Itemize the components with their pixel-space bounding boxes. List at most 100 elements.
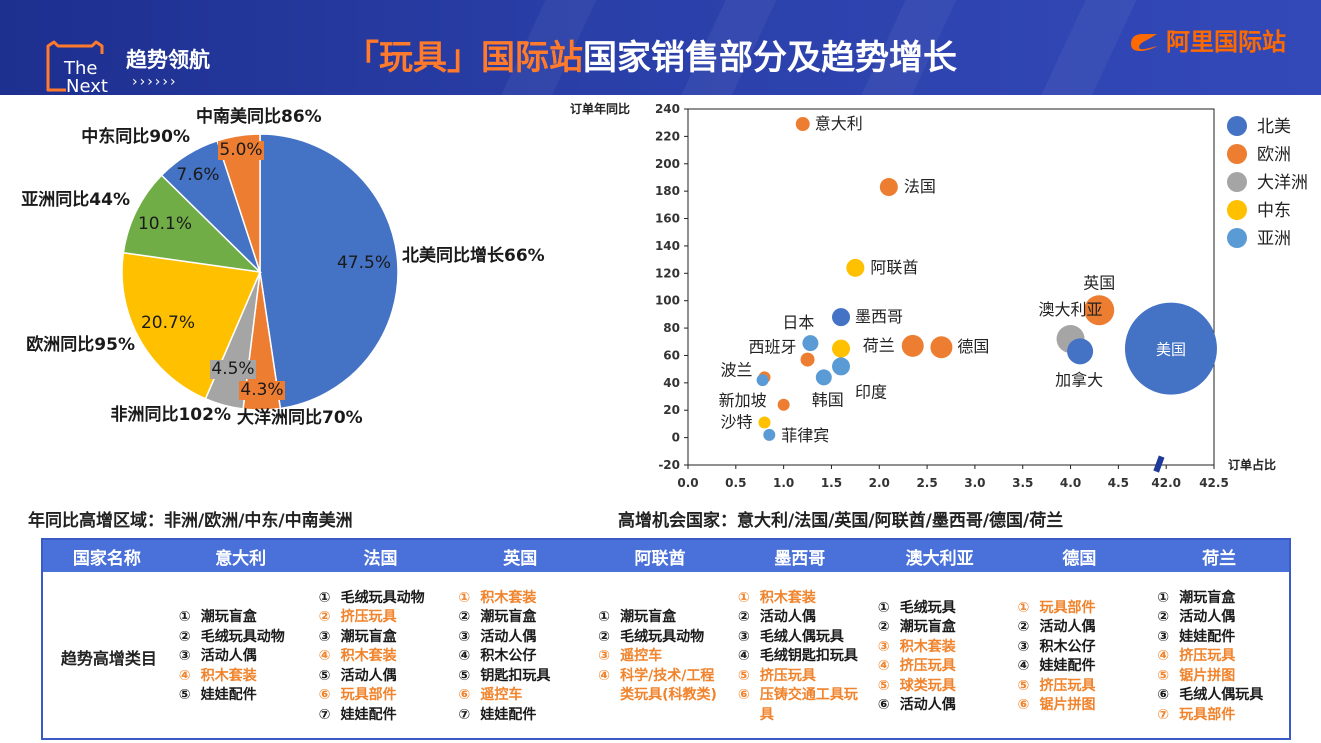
legend-marker	[1227, 172, 1247, 192]
list-item-text: 潮玩盲盒	[899, 619, 956, 635]
scatter-point-label: 英国	[1083, 273, 1115, 292]
list-item: ① 潮玩盲盒	[179, 608, 307, 628]
the-next-logo-icon	[46, 40, 104, 92]
scatter-point	[832, 308, 851, 327]
list-item: ② 毛绒玩具动物	[179, 628, 307, 648]
list-item-number: ①	[178, 609, 191, 626]
y-tick-label: 240	[655, 102, 680, 116]
list-item-text: 活动人偶	[899, 697, 956, 713]
list-item-text: 积木套装	[480, 589, 537, 606]
scatter-point	[832, 357, 851, 376]
list-item-number: ⑦	[458, 706, 471, 723]
pie-data-label: 20.7%	[141, 313, 195, 333]
scatter-point-label: 法国	[904, 177, 936, 196]
scatter-point-label: 墨西哥	[855, 307, 903, 326]
list-item: ⑤ 钥匙扣玩具	[458, 667, 586, 687]
list-item: ⑤ 球类玩具	[878, 677, 1006, 697]
list-item: ④ 挤压玩具	[878, 657, 1006, 677]
list-item-number: ⑦	[318, 706, 331, 723]
pie-category-label: 大洋洲同比70%	[237, 407, 363, 428]
list-item-number: ④	[1017, 658, 1030, 674]
list-item-text: 挤压玩具	[340, 609, 397, 626]
list-item-number: ⑤	[1017, 677, 1030, 694]
list-item-number: ④	[458, 648, 471, 665]
legend-label: 亚洲	[1257, 229, 1291, 249]
list-item-number: ①	[458, 589, 471, 606]
pie-category-label: 非洲同比102%	[110, 404, 231, 425]
list-item-text: 积木公仔	[480, 648, 537, 665]
x-tick-label: 0.5	[725, 476, 746, 490]
table-header-cell: 意大利	[215, 548, 267, 569]
alibaba-mark-icon	[1131, 34, 1158, 51]
pie-category-label: 中南美同比86%	[196, 106, 322, 127]
x-tick-label: 42.5	[1199, 476, 1229, 490]
category-cell: ① 积木套装 ② 活动人偶 ③ 毛绒人偶玩具 ④ 毛绒钥匙扣玩具 ⑤ 挤压玩具 ⑥ 压铸交通工具玩具	[730, 572, 870, 738]
list-item-number: ②	[598, 628, 610, 645]
list-item: ② 毛绒玩具动物	[598, 628, 726, 648]
list-item-number: ②	[737, 609, 750, 626]
y-tick-label: 120	[655, 266, 680, 280]
pie-data-label-bg	[210, 360, 256, 379]
y-tick-label: 40	[663, 376, 680, 390]
list-item: ⑤ 活动人偶	[319, 667, 447, 687]
list-item: ② 潮玩盲盒	[458, 608, 586, 628]
list-item: ⑥ 压铸交通工具玩具	[738, 686, 866, 725]
list-item-number: ⑤	[318, 667, 331, 684]
list-item-text: 娃娃配件	[1039, 658, 1096, 674]
scatter-point	[1067, 338, 1094, 365]
pie-category-label: 亚洲同比44%	[21, 189, 130, 210]
list-item-text: 积木套装	[899, 638, 956, 655]
list-item: ③ 积木套装	[878, 638, 1006, 658]
list-item: ④ 积木套装	[319, 647, 447, 667]
list-item: ④ 科学/技术/工程类玩具(科教类)	[598, 667, 726, 706]
list-item-text: 毛绒玩具动物	[340, 589, 425, 606]
x-tick-label: 42.0	[1151, 476, 1181, 490]
header-banner: The Next 趋势领航 ›››››› 「玩具」国际站国家销售部分及趋势增长 …	[0, 0, 1321, 95]
list-item: ② 挤压玩具	[319, 608, 447, 628]
scatter-point-label: 菲律宾	[781, 426, 829, 445]
category-cell: ① 毛绒玩具动物 ② 挤压玩具 ③ 潮玩盲盒 ④ 积木套装 ⑤ 活动人偶 ⑥ 玩具部件 ⑦ 娃娃配件	[311, 572, 451, 738]
list-item-text: 活动人偶	[759, 609, 816, 626]
list-item-number: ②	[318, 609, 331, 626]
list-item-text: 潮玩盲盒	[340, 628, 397, 645]
list-item: ⑤ 娃娃配件	[179, 686, 307, 706]
y-tick-label: 60	[663, 348, 680, 362]
list-item-text: 压铸交通工具玩具	[759, 687, 858, 723]
list-item: ⑥ 玩具部件	[319, 686, 447, 706]
list-item-text: 挤压玩具	[1179, 648, 1236, 665]
category-cell: ① 毛绒玩具 ② 潮玩盲盒 ③ 积木套装 ④ 挤压玩具 ⑤ 球类玩具 ⑥ 活动人偶	[870, 572, 1010, 738]
list-item-number: ④	[737, 648, 750, 665]
list-item-number: ②	[1017, 619, 1030, 635]
list-item-text: 玩具部件	[1039, 599, 1096, 616]
list-item-text: 锯片拼图	[1179, 667, 1236, 684]
list-item: ③ 活动人偶	[179, 647, 307, 667]
list-item: ⑤ 挤压玩具	[1017, 677, 1145, 697]
list-item-number: ⑤	[1157, 667, 1170, 684]
list-item: ① 玩具部件	[1017, 599, 1145, 619]
list-item: ④ 积木公仔	[458, 647, 586, 667]
scatter-point-label: 西班牙	[749, 338, 797, 357]
plot-area-frame	[687, 108, 1215, 466]
list-item-number: ⑤	[877, 677, 890, 694]
list-item: ③ 活动人偶	[458, 628, 586, 648]
scatter-point	[800, 352, 815, 367]
list-item: ④ 毛绒钥匙扣玩具	[738, 647, 866, 667]
list-item-text: 娃娃配件	[200, 687, 257, 704]
list-item-number: ⑤	[178, 687, 191, 704]
list-item-text: 娃娃配件	[480, 706, 537, 723]
y-tick-label: 0	[672, 431, 680, 445]
scatter-point-label: 日本	[782, 313, 814, 332]
high-growth-countries: 高增机会国家：意大利/法国/英国/阿联酋/墨西哥/德国/荷兰	[618, 511, 1064, 531]
scatter-point-label: 加拿大	[1055, 370, 1103, 389]
list-item-number: ⑤	[737, 667, 750, 684]
list-item: ④ 积木套装	[179, 667, 307, 687]
pie-data-label: 4.3%	[240, 380, 283, 400]
x-axis-title: 订单占比	[1228, 457, 1276, 472]
pie-category-label: 中东同比90%	[81, 126, 190, 147]
list-item-text: 球类玩具	[899, 677, 956, 694]
y-tick-label: 200	[655, 157, 680, 171]
legend-marker	[1227, 228, 1247, 248]
list-item-number: ②	[1157, 609, 1170, 626]
list-item: ③ 毛绒人偶玩具	[738, 628, 866, 648]
list-item-text: 毛绒人偶玩具	[759, 628, 844, 645]
